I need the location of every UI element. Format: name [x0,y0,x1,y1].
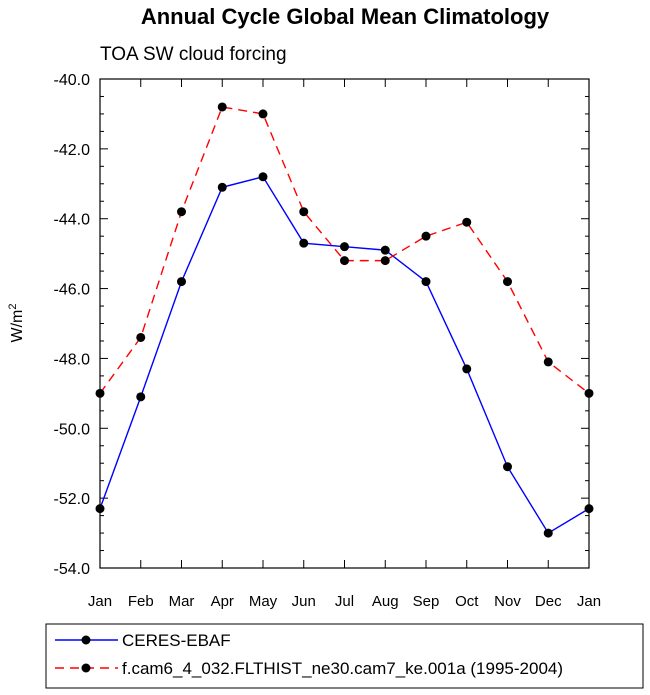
data-point-ceres [217,182,227,192]
data-point-model [462,217,472,227]
x-tick-label: May [249,593,278,610]
data-point-model [95,388,105,398]
data-point-ceres [177,277,186,287]
legend-label-ceres: CERES-EBAF [122,631,231,650]
data-point-ceres [380,245,390,255]
x-tick-label: Jan [577,593,601,610]
data-point-model [136,332,146,342]
legend: CERES-EBAF f.cam6_4_032.FLTHIST_ne30.cam… [45,623,644,689]
series-line-ceres [99,175,590,535]
chart-title: Annual Cycle Global Mean Climatology [141,4,550,29]
x-tick-label: Jul [335,593,354,610]
y-tick-label: -46.0 [54,282,91,299]
data-point-ceres [258,172,268,182]
x-axis: Jan Feb Mar Apr May Jun Jul Aug Sep Oct Nov Dec Jan [88,79,601,610]
legend-box [45,623,644,689]
plot-frame [99,78,590,569]
data-point-model [543,357,553,367]
data-point-ceres [340,242,349,252]
x-tick-label: Dec [535,593,562,610]
y-axis: -40.0 -42.0 -44.0 -46.0 -48.0 -50.0 -52.0 -54.0 [54,72,589,578]
x-tick-label: Sep [413,593,440,610]
data-point-model [258,109,268,119]
x-tick-label: Feb [128,593,154,610]
data-point-ceres [462,364,472,374]
x-tick-label: Jan [88,593,112,610]
data-point-model [380,256,390,266]
data-point-ceres [584,504,594,514]
data-point-model [299,207,309,217]
y-tick-label: -52.0 [54,491,91,508]
data-point-ceres [299,238,309,248]
data-point-model [503,277,512,287]
y-axis-label-superscript: 2 [7,304,19,310]
chart-subtitle: TOA SW cloud forcing [100,44,287,65]
data-point-ceres [136,392,146,402]
x-tick-label: Nov [494,593,521,610]
data-point-model [340,256,349,266]
x-tick-label: Aug [372,593,399,610]
y-axis-label-unit: W/m [9,310,26,343]
data-point-ceres [503,462,512,472]
data-point-ceres [421,277,431,287]
x-tick-label: Mar [169,593,195,610]
data-point-model [177,207,186,217]
legend-marker-ceres [81,635,91,645]
x-tick-label: Apr [211,593,234,610]
data-point-model [421,231,431,241]
y-tick-label: -50.0 [54,421,91,438]
data-point-model [584,388,594,398]
x-tick-label: Oct [455,593,479,610]
y-tick-label: -54.0 [54,561,91,578]
legend-label-model: f.cam6_4_032.FLTHIST_ne30.cam7_ke.001a (… [122,659,563,678]
y-tick-label: -42.0 [54,142,91,159]
y-axis-label: W/m2 [7,304,26,343]
series-layer [95,102,594,538]
y-tick-label: -48.0 [54,351,91,368]
y-tick-label: -44.0 [54,212,91,229]
data-point-ceres [543,528,553,538]
data-point-model [217,102,227,112]
legend-marker-model [81,663,91,673]
x-tick-label: Jun [292,593,316,610]
y-tick-label: -40.0 [54,72,91,89]
data-point-ceres [95,504,105,514]
